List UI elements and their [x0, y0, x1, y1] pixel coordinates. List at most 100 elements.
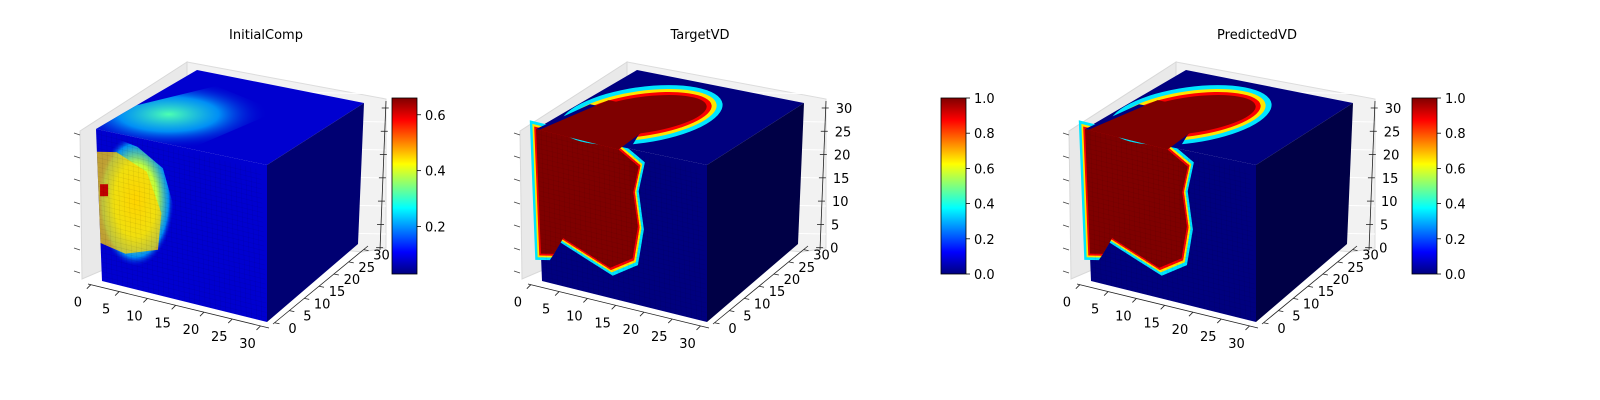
panel-title: InitialComp [229, 28, 303, 43]
x-axis: 0 5 10 15 20 25 30 [514, 283, 710, 352]
left-tick [73, 155, 81, 159]
voxel-gridline [99, 214, 265, 256]
voxel-gridline [1089, 252, 1255, 294]
x-tick [1216, 318, 1222, 324]
voxel-gridline [571, 137, 579, 290]
y-tick [729, 310, 735, 312]
x-tick [526, 284, 532, 289]
voxel-gridline [1088, 209, 1254, 252]
cube-right-face [1256, 103, 1353, 322]
colorbar-tick-label: 1.0 [974, 92, 995, 107]
voxel-gridline [540, 256, 707, 299]
y-tick [1322, 273, 1328, 276]
y-tick-label: 30 [373, 249, 390, 264]
colorbar-tick-label: 0.2 [974, 233, 995, 248]
voxel-gridline [536, 152, 703, 195]
colorbar: 0.0 0.2 0.4 0.6 0.8 1.0 [1411, 92, 1466, 283]
x-tick-label: 15 [154, 316, 171, 331]
x-tick-label: 10 [126, 309, 143, 324]
y-tick-label: 15 [769, 285, 786, 300]
z-tick-label: 0 [830, 242, 838, 257]
x-axis: 0 5 10 15 20 25 30 [1063, 283, 1259, 352]
voxel-gridline [536, 142, 702, 185]
voxel-gridline [1087, 190, 1253, 233]
voxel-gridline [1115, 136, 1123, 289]
colorbar: 0.0 0.2 0.4 0.6 0.8 1.0 [940, 92, 995, 283]
voxel-gridline [576, 139, 584, 292]
cube-right-face [267, 103, 364, 322]
voxel-gridline [209, 157, 216, 310]
voxel-gridline [1125, 139, 1133, 292]
x-tick-label: 10 [566, 309, 583, 324]
left-tick [513, 247, 521, 251]
x-tick [171, 305, 176, 310]
voxel-gridline [98, 185, 264, 228]
x-tick [1103, 291, 1109, 296]
voxel-gridline [659, 159, 667, 312]
x-axis: 0 5 10 15 20 25 30 [74, 283, 270, 352]
voxel-gridline [142, 140, 149, 293]
voxel-gridline [1086, 180, 1253, 223]
voxel-gridline [1110, 135, 1118, 288]
voxel-gridline [556, 134, 563, 287]
z-tick-label: 20 [834, 149, 851, 164]
voxel-gridline [198, 154, 206, 307]
voxel-gridline [1086, 157, 1252, 199]
voxel-gridline [1203, 158, 1210, 311]
z-tick-label: 10 [832, 195, 849, 210]
panel-title: PredictedVD [1217, 28, 1297, 43]
colorbar-tick-label: 0.2 [425, 221, 446, 236]
voxel-gridline [100, 247, 266, 290]
voxel-gridline [537, 180, 704, 223]
y-tick [1352, 249, 1358, 252]
voxel-gridline [250, 167, 257, 320]
x-tick-label: 25 [651, 330, 668, 345]
voxel-gridline [587, 141, 594, 294]
voxel-gridline [633, 153, 641, 306]
y-tick [788, 261, 794, 264]
voxel-gridline [1085, 142, 1251, 185]
voxel-gridline [607, 146, 615, 299]
voxel-gridline [106, 131, 113, 284]
x-tick [1245, 325, 1250, 331]
voxel-gridline [178, 149, 185, 302]
voxel-gridline [96, 133, 262, 176]
y-tick [1263, 322, 1269, 325]
voxel-gridline [245, 166, 252, 319]
voxel-gridline [1198, 157, 1205, 310]
voxel-gridline [541, 261, 707, 304]
voxel-gridline [1131, 140, 1138, 293]
x-tick [1075, 284, 1081, 289]
voxel-gridline [1088, 214, 1254, 256]
x-tick-label: 30 [239, 337, 256, 352]
x-tick [1132, 298, 1137, 303]
y-tick [1278, 310, 1284, 312]
voxel-gridline [540, 237, 706, 280]
voxel-gridline [100, 233, 266, 275]
x-tick [227, 318, 233, 324]
x-tick [1160, 305, 1165, 310]
x-tick-label: 0 [1063, 296, 1071, 311]
y-tick-label: 15 [329, 285, 346, 300]
voxel-gridline [162, 145, 170, 298]
region-bridge [1088, 100, 1218, 150]
x-tick-label: 5 [1091, 303, 1099, 318]
voxel-gridline [1239, 167, 1246, 320]
hotspot [100, 184, 109, 197]
y-tick [714, 322, 720, 325]
voxel-gridline [680, 164, 687, 317]
voxel-gridline [536, 147, 702, 190]
voxel-gridline [664, 161, 672, 314]
voxel-gridline [121, 135, 129, 288]
z-tick-label: 30 [1385, 102, 1402, 117]
y-tick [318, 285, 325, 288]
voxel-gridline [1089, 242, 1255, 285]
voxel-gridline [540, 252, 706, 294]
voxel-gridline [538, 204, 705, 247]
voxel-gridline [541, 275, 707, 318]
voxel-gridline [541, 266, 707, 309]
voxel-gridline [97, 171, 263, 214]
